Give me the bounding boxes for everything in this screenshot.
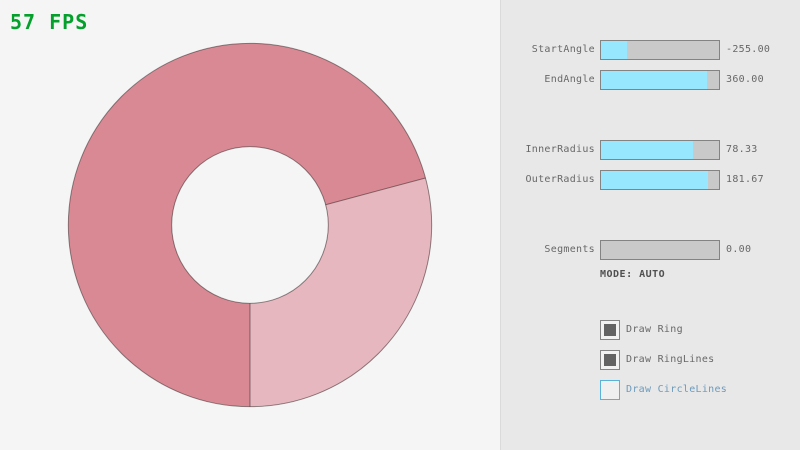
segments-label: Segments <box>544 244 595 255</box>
checkbox-row-draw-circlelines: Draw CircleLines <box>600 380 780 400</box>
endangle-slider[interactable] <box>600 70 720 90</box>
slider-row-innerradius: InnerRadius 78.33 <box>0 140 800 160</box>
innerradius-label: InnerRadius <box>525 144 595 155</box>
slider-row-endangle: EndAngle 360.00 <box>0 70 800 90</box>
draw-ringlines-label: Draw RingLines <box>626 354 715 365</box>
ring-inner-hole <box>171 146 329 304</box>
startangle-slider-fill <box>601 41 627 59</box>
endangle-value: 360.00 <box>726 74 764 85</box>
startangle-value: -255.00 <box>726 44 771 55</box>
outerradius-slider-fill <box>601 171 709 189</box>
draw-circlelines-checkbox[interactable] <box>600 380 620 400</box>
slider-row-startangle: StartAngle -255.00 <box>0 40 800 60</box>
startangle-label: StartAngle <box>531 44 595 55</box>
draw-ringlines-checkbox[interactable] <box>600 350 620 370</box>
checkmark-icon <box>604 324 616 336</box>
draw-circlelines-label: Draw CircleLines <box>626 384 728 395</box>
fps-counter: 57 FPS <box>10 10 89 34</box>
endangle-label: EndAngle <box>544 74 595 85</box>
checkbox-row-draw-ringlines: Draw RingLines <box>600 350 780 370</box>
outerradius-value: 181.67 <box>726 174 764 185</box>
ring-inner-outline <box>171 146 329 304</box>
mode-label: MODE: AUTO <box>600 269 666 280</box>
innerradius-value: 78.33 <box>726 144 758 155</box>
innerradius-slider-fill <box>601 141 694 159</box>
ring-outer-outline <box>67 42 433 408</box>
draw-ring-checkbox[interactable] <box>600 320 620 340</box>
outerradius-label: OuterRadius <box>525 174 595 185</box>
ring-light-sector <box>250 177 432 407</box>
segments-value: 0.00 <box>726 244 752 255</box>
slider-row-outerradius: OuterRadius 181.67 <box>0 170 800 190</box>
startangle-slider[interactable] <box>600 40 720 60</box>
checkbox-row-draw-ring: Draw Ring <box>600 320 780 340</box>
ring-radial-line-start <box>325 177 426 206</box>
innerradius-slider[interactable] <box>600 140 720 160</box>
segments-slider[interactable] <box>600 240 720 260</box>
outerradius-slider[interactable] <box>600 170 720 190</box>
endangle-slider-fill <box>601 71 708 89</box>
checkmark-icon <box>604 354 616 366</box>
ring-drawing <box>67 42 433 408</box>
draw-ring-label: Draw Ring <box>626 324 683 335</box>
slider-row-segments: Segments 0.00 <box>0 240 800 260</box>
